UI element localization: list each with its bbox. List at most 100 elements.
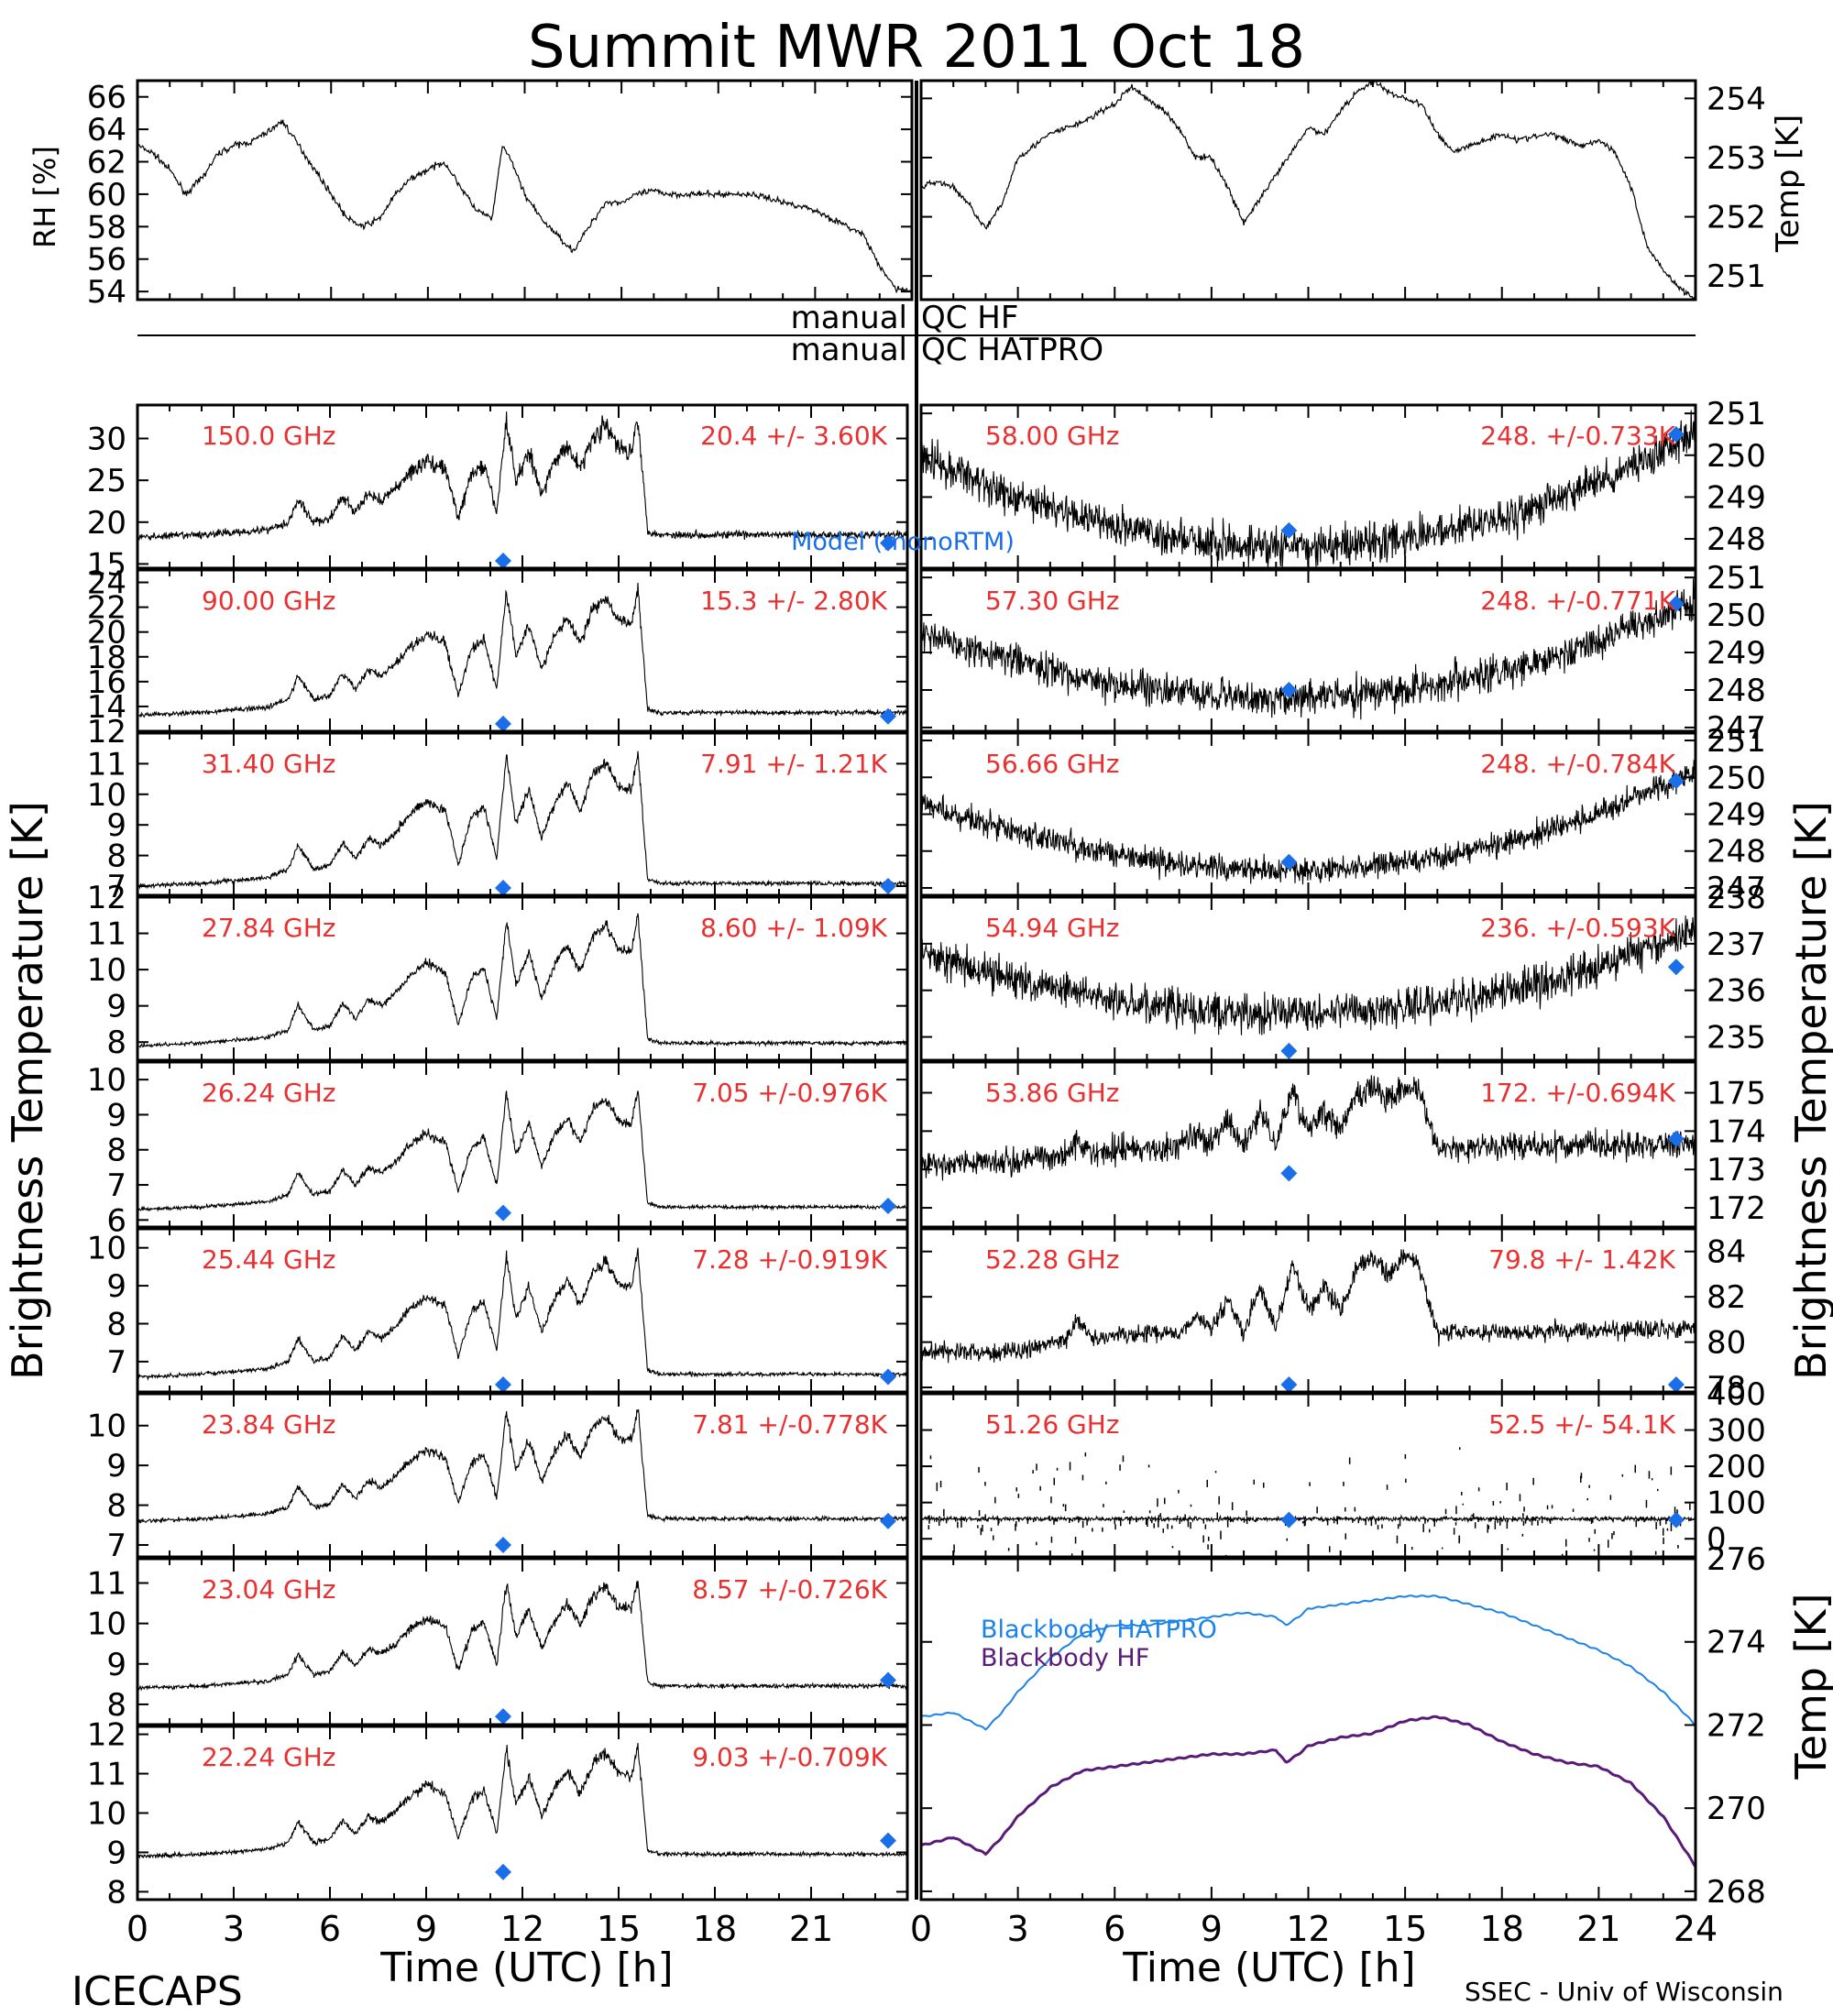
y-tick-label: 16 <box>87 664 126 701</box>
scatter-point <box>1303 1518 1306 1527</box>
scatter-point <box>1246 1510 1247 1517</box>
channel-label: 58.00 GHz <box>985 421 1120 451</box>
scatter-point <box>1499 1517 1501 1526</box>
scatter-point <box>1519 1494 1521 1502</box>
scatter-point <box>1506 1483 1508 1491</box>
x-tick-label: 15 <box>597 1909 641 1949</box>
y-tick-label: 100 <box>1707 1485 1766 1522</box>
y-tick-label: 11 <box>87 746 126 783</box>
scatter-point <box>1102 1527 1103 1532</box>
scatter-point <box>1053 1517 1055 1525</box>
model-marker <box>1667 959 1685 976</box>
series-90-00 <box>137 582 907 718</box>
y-tick-label: 62 <box>87 145 126 181</box>
channel-label: 90.00 GHz <box>202 586 336 616</box>
x-tick-label: 18 <box>1480 1909 1524 1949</box>
x-tick-label: 0 <box>126 1909 148 1949</box>
model-marker <box>1280 853 1298 871</box>
scatter-point <box>1506 1520 1509 1529</box>
scatter-point <box>1359 1567 1361 1573</box>
scatter-point <box>1032 1470 1034 1474</box>
y-tick-label: 249 <box>1707 635 1766 672</box>
y-tick-label: 8 <box>106 1874 126 1911</box>
scatter-point <box>1532 1517 1534 1521</box>
y-tick-label: 10 <box>87 1062 126 1099</box>
scatter-point <box>1056 1467 1059 1471</box>
scatter-point <box>1459 1447 1461 1451</box>
scatter-point <box>1657 1488 1659 1492</box>
y-tick-label: 248 <box>1707 673 1766 709</box>
scatter-point <box>1253 1479 1255 1485</box>
model-marker <box>1667 425 1685 443</box>
y-tick-label: 20 <box>87 505 126 542</box>
scatter-point <box>1521 1533 1524 1537</box>
scatter-point <box>1229 1518 1232 1522</box>
scatter-point <box>1453 1528 1455 1535</box>
scatter-point <box>1650 1518 1652 1521</box>
scatter-point <box>1549 1518 1552 1524</box>
scatter-point <box>1676 1509 1678 1517</box>
scatter-point <box>1531 1518 1533 1526</box>
scatter-point <box>1176 1515 1179 1518</box>
scatter-point <box>928 1515 930 1524</box>
series-rh <box>137 118 912 295</box>
y-tick-label: 66 <box>87 80 126 116</box>
y-tick-label: 251 <box>1707 258 1766 295</box>
scatter-point <box>1663 1528 1664 1536</box>
channel-stat: 15.3 +/- 2.80K <box>700 586 887 616</box>
x-tick-label: 6 <box>1103 1909 1125 1949</box>
scatter-point <box>984 1482 986 1486</box>
channel-stat: 9.03 +/-0.709K <box>692 1742 887 1772</box>
scatter-point <box>1151 1519 1153 1524</box>
scatter-point <box>1645 1499 1648 1508</box>
scatter-point <box>1145 1518 1147 1525</box>
scatter-point <box>1157 1498 1158 1507</box>
y-tick-label: 250 <box>1707 438 1766 475</box>
y-tick-label: 11 <box>87 1565 126 1602</box>
y-tick-label: 10 <box>87 1796 126 1833</box>
scatter-point <box>1243 1518 1246 1523</box>
scatter-point <box>1663 1537 1664 1545</box>
scatter-point <box>1081 1520 1084 1528</box>
x-tick-label: 12 <box>1286 1909 1330 1949</box>
scatter-point <box>1187 1518 1190 1528</box>
y-tick-label: 300 <box>1707 1413 1766 1450</box>
channel-stat: 248. +/-0.733K <box>1480 421 1675 451</box>
channel-stat: 20.4 +/- 3.60K <box>700 421 887 451</box>
scatter-point <box>1615 1571 1617 1579</box>
channel-label: 150.0 GHz <box>202 421 336 451</box>
y-tick-label: 251 <box>1707 723 1766 760</box>
scatter-point <box>1651 1478 1653 1481</box>
scatter-point <box>1036 1463 1037 1471</box>
y-tick-label: 18 <box>87 640 126 676</box>
scatter-point <box>1167 1523 1169 1529</box>
model-marker <box>880 1198 896 1215</box>
y-tick-label: 64 <box>87 112 126 148</box>
qc-hatpro-right-label: QC HATPRO <box>921 332 1103 368</box>
scatter-point <box>1590 1518 1593 1525</box>
scatter-point <box>1399 1517 1401 1527</box>
scatter-point <box>1588 1485 1590 1488</box>
scatter-point <box>1611 1533 1613 1539</box>
scatter-point <box>1343 1481 1345 1486</box>
scatter-point <box>1462 1503 1464 1506</box>
scatter-point <box>1050 1536 1053 1543</box>
scatter-point <box>1641 1517 1644 1519</box>
y-tick-label: 30 <box>87 422 126 458</box>
channel-label: 22.24 GHz <box>202 1742 336 1772</box>
scatter-point <box>1086 1518 1088 1526</box>
scatter-point <box>1246 1517 1248 1525</box>
scatter-point <box>1032 1518 1035 1523</box>
scatter-point <box>1329 1546 1331 1552</box>
scatter-point <box>1471 1514 1473 1517</box>
y-tick-label: 12 <box>87 714 126 751</box>
scatter-point <box>1526 1515 1528 1520</box>
panel-blackbody: 268 270 272 274 276 <box>919 1541 1766 1911</box>
scatter-point <box>1122 1455 1125 1463</box>
model-marker <box>1280 1165 1298 1182</box>
series-58-00 <box>921 410 1696 568</box>
scatter-point <box>1263 1482 1265 1488</box>
scatter-point <box>1148 1510 1151 1514</box>
